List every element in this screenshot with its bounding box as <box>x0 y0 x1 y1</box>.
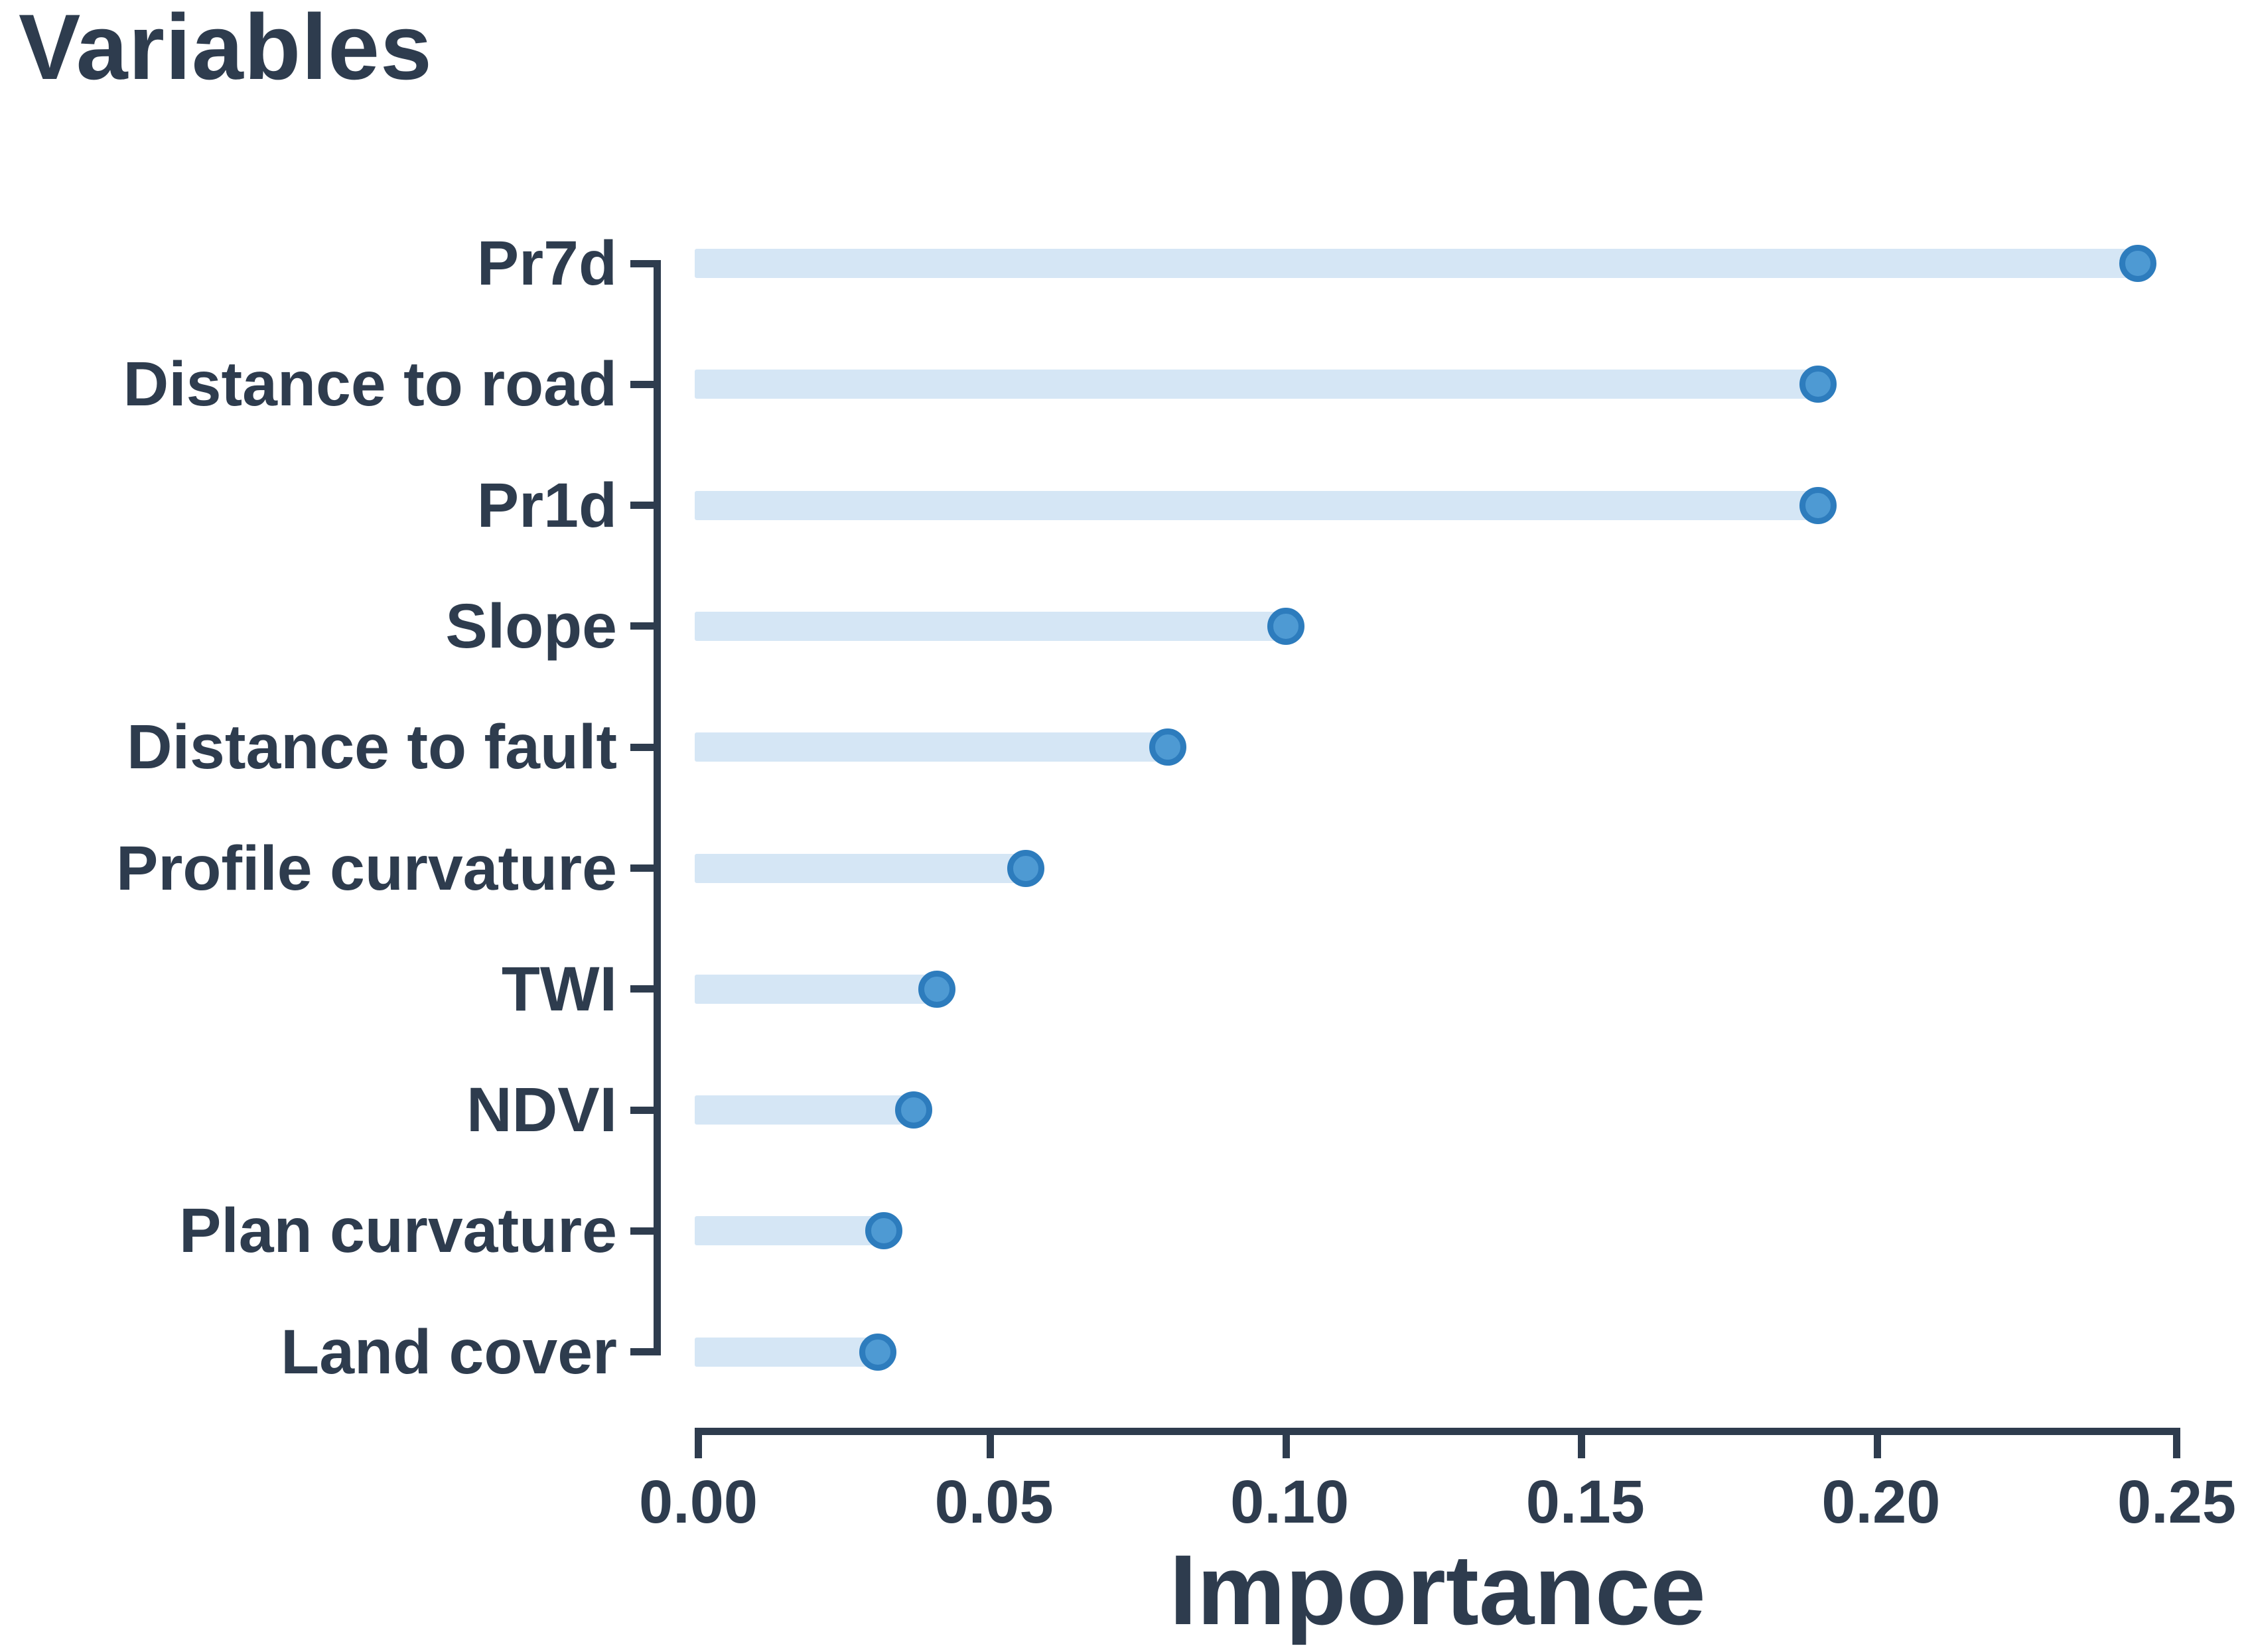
importance-bar <box>695 370 1819 399</box>
x-axis-title: Importance <box>1169 1534 1706 1645</box>
x-tick-mark <box>2173 1428 2180 1458</box>
lollipop-dot <box>2119 245 2156 282</box>
importance-bar <box>695 732 1168 762</box>
importance-bar <box>695 974 938 1004</box>
y-tick-mark <box>630 380 654 388</box>
category-label: NDVI <box>466 1075 617 1146</box>
category-label: TWI <box>501 953 617 1024</box>
x-tick-label: 0.10 <box>1230 1468 1350 1536</box>
lollipop-dot <box>1799 486 1837 524</box>
category-label: Plan curvature <box>179 1196 617 1267</box>
x-tick-mark <box>1873 1428 1881 1458</box>
category-label: Pr1d <box>476 470 617 541</box>
lollipop-dot <box>1267 607 1305 645</box>
y-tick-mark <box>630 622 654 630</box>
chart-title: Variables <box>19 0 433 99</box>
x-tick-label: 0.20 <box>1821 1468 1941 1536</box>
y-tick-mark <box>630 1227 654 1235</box>
lollipop-dot <box>1799 366 1837 403</box>
x-tick-mark <box>1578 1428 1586 1458</box>
x-tick-mark <box>695 1428 702 1458</box>
importance-bar <box>695 249 2138 278</box>
category-label: Distance to fault <box>127 712 617 783</box>
category-label: Distance to road <box>123 349 617 420</box>
y-tick-mark <box>630 1106 654 1114</box>
importance-bar <box>695 490 1819 520</box>
x-tick-mark <box>987 1428 995 1458</box>
lollipop-dot <box>859 1333 897 1371</box>
category-label: Pr7d <box>476 228 617 299</box>
lollipop-dot <box>918 970 956 1008</box>
x-tick-label: 0.15 <box>1525 1468 1645 1536</box>
y-tick-mark <box>630 502 654 510</box>
importance-bar <box>695 611 1287 641</box>
y-axis-spine <box>654 259 661 1356</box>
importance-bar <box>695 1216 884 1246</box>
importance-bar <box>695 1337 878 1367</box>
category-label: Slope <box>445 590 617 661</box>
y-tick-mark <box>630 985 654 993</box>
category-label: Profile curvature <box>116 833 617 904</box>
x-tick-label: 0.25 <box>2117 1468 2237 1536</box>
category-label: Land cover <box>281 1316 617 1387</box>
importance-bar <box>695 853 1026 883</box>
y-tick-mark <box>630 743 654 751</box>
lollipop-dot <box>865 1212 903 1250</box>
importance-bar <box>695 1095 914 1125</box>
y-tick-mark <box>630 259 654 267</box>
x-tick-label: 0.00 <box>638 1468 758 1536</box>
x-axis-line <box>695 1428 2180 1435</box>
x-tick-mark <box>1282 1428 1290 1458</box>
y-tick-mark <box>630 864 654 872</box>
lollipop-dot <box>1149 728 1186 766</box>
x-tick-label: 0.05 <box>934 1468 1054 1536</box>
lollipop-dot <box>894 1091 932 1129</box>
lollipop-dot <box>1007 849 1045 887</box>
y-tick-mark <box>630 1348 654 1356</box>
